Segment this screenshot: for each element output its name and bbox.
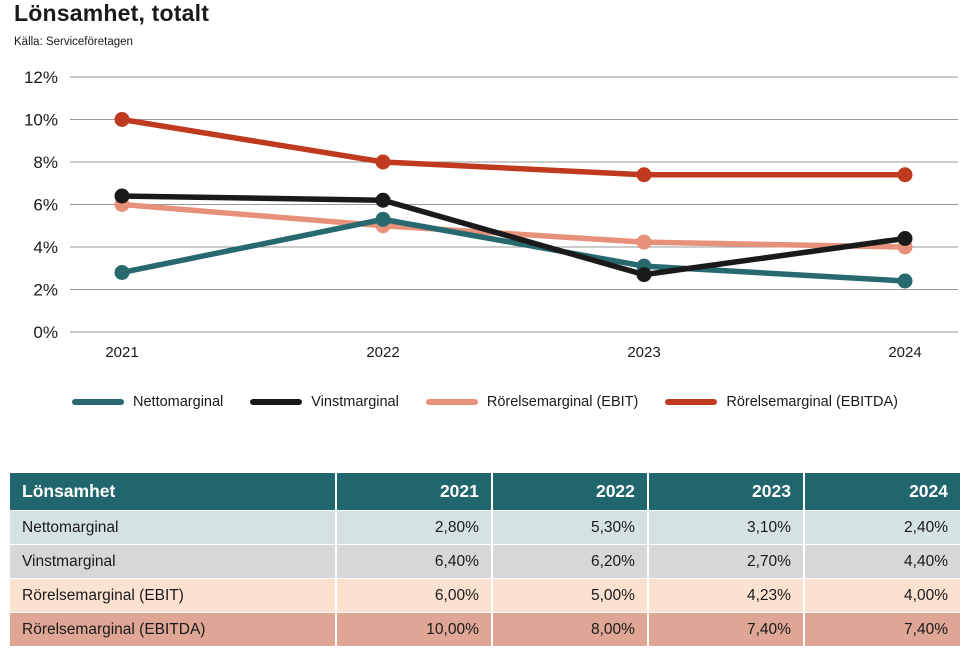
table-row: Rörelsemarginal (EBITDA) 10,00% 8,00% 7,… — [10, 612, 960, 646]
row-label-cell: Rörelsemarginal (EBITDA) — [10, 612, 336, 646]
x-tick-label: 2023 — [627, 344, 660, 361]
legend-line-swatch — [425, 399, 478, 405]
x-tick-label: 2022 — [366, 344, 399, 361]
legend-item: Vinstmarginal — [250, 394, 399, 410]
row-label-cell: Rörelsemarginal (EBIT) — [10, 578, 336, 613]
value-cell: 3,10% — [646, 510, 804, 545]
line-chart: 0% 2% 4% 6% 8% 10% 12% 2021 2022 2023 2024 — [24, 68, 958, 361]
y-tick-label: 2% — [33, 281, 58, 300]
data-point — [897, 231, 913, 246]
legend-label: Vinstmarginal — [311, 394, 399, 410]
legend-label: Nettomarginal — [133, 394, 224, 410]
value-cell: 4,00% — [802, 578, 960, 613]
y-tick-label: 8% — [33, 153, 58, 172]
y-tick-label: 0% — [33, 323, 58, 342]
table-row: Vinstmarginal 6,40% 6,20% 2,70% 4,40% — [10, 544, 960, 579]
value-cell: 6,40% — [334, 544, 492, 579]
data-table: Lönsamhet 2021 2022 2023 2024 Nettomargi… — [10, 472, 960, 646]
table-header-row: Lönsamhet 2021 2022 2023 2024 — [10, 472, 960, 511]
value-cell: 5,30% — [490, 510, 648, 545]
series-line — [119, 201, 908, 250]
legend-label: Rörelsemarginal (EBIT) — [486, 394, 639, 410]
table-row: Rörelsemarginal (EBIT) 6,00% 5,00% 4,23%… — [10, 578, 960, 613]
data-point — [375, 192, 391, 208]
source-note: Källa: Serviceföretagen — [14, 36, 133, 48]
header-cell-2024: 2024 — [802, 472, 960, 511]
data-point — [375, 154, 391, 170]
data-point — [897, 273, 913, 289]
series-line — [119, 116, 908, 178]
legend-line-swatch — [665, 399, 718, 405]
x-tick-label: 2024 — [888, 344, 921, 361]
header-cell-2023: 2023 — [646, 472, 804, 511]
data-point — [636, 167, 652, 183]
header-cell-2021: 2021 — [334, 472, 492, 511]
legend-item: Rörelsemarginal (EBITDA) — [665, 394, 898, 410]
value-cell: 2,40% — [802, 510, 960, 545]
value-cell: 7,40% — [802, 612, 960, 646]
value-cell: 7,40% — [646, 612, 804, 646]
value-cell: 5,00% — [490, 578, 648, 613]
y-tick-label: 10% — [24, 111, 58, 130]
value-cell: 8,00% — [490, 612, 648, 646]
legend-item: Nettomarginal — [72, 394, 223, 410]
x-tick-label: 2021 — [105, 344, 138, 361]
y-tick-label: 6% — [33, 196, 58, 215]
row-label-cell: Vinstmarginal — [10, 544, 336, 579]
series-line — [119, 216, 908, 284]
series-line — [119, 193, 908, 278]
header-cell-label: Lönsamhet — [10, 472, 336, 511]
data-point — [114, 188, 130, 204]
value-cell: 4,23% — [646, 578, 804, 613]
value-cell: 4,40% — [802, 544, 960, 579]
data-point — [114, 112, 130, 127]
value-cell: 6,20% — [490, 544, 648, 579]
header-cell-2022: 2022 — [490, 472, 648, 511]
value-cell: 2,70% — [646, 544, 804, 579]
legend-item: Rörelsemarginal (EBIT) — [425, 394, 639, 410]
data-point — [897, 167, 913, 183]
y-tick-label: 4% — [33, 238, 58, 257]
value-cell: 10,00% — [334, 612, 492, 646]
data-point — [636, 267, 652, 283]
legend-label: Rörelsemarginal (EBITDA) — [726, 394, 898, 410]
data-point — [114, 265, 130, 280]
y-tick-label: 12% — [24, 68, 58, 87]
value-cell: 2,80% — [334, 510, 492, 545]
value-cell: 6,00% — [334, 578, 492, 613]
data-point — [375, 211, 391, 227]
legend-line-swatch — [250, 399, 303, 405]
legend-line-swatch — [72, 399, 124, 405]
data-point — [636, 234, 652, 250]
page-title: Lönsamhet, totalt — [14, 0, 210, 26]
table-row: Nettomarginal 2,80% 5,30% 3,10% 2,40% — [10, 510, 960, 545]
chart-legend: Nettomarginal Vinstmarginal Rörelsemargina… — [0, 394, 970, 410]
row-label-cell: Nettomarginal — [10, 510, 336, 545]
